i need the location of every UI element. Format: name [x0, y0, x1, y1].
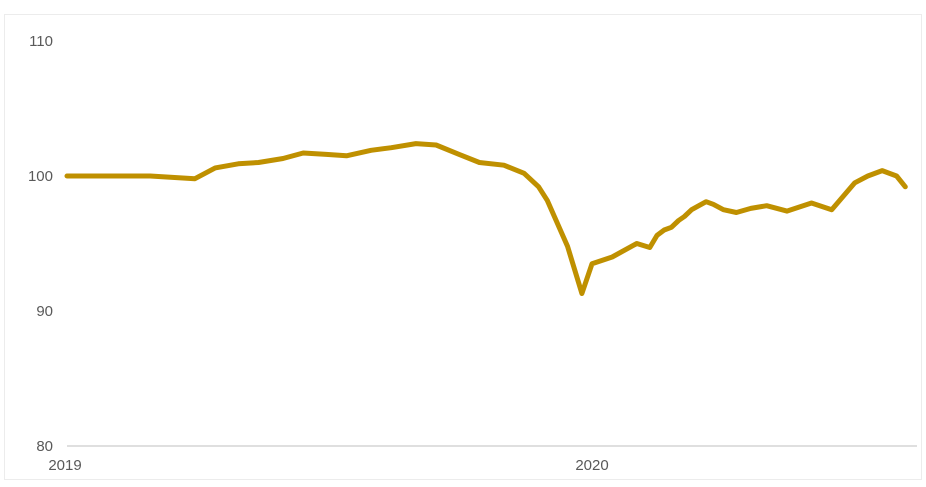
- chart-frame: 110 100 90 80 2019 2020: [4, 14, 922, 480]
- x-tick-label: 2020: [575, 457, 608, 474]
- series-layer: [64, 141, 908, 296]
- y-tick-label: 80: [36, 438, 53, 455]
- x-tick-label: 2019: [48, 457, 81, 474]
- y-axis-ticks: 110 100 90 80: [28, 33, 53, 455]
- y-tick-label: 100: [28, 168, 53, 185]
- line-chart: 110 100 90 80 2019 2020: [28, 33, 917, 474]
- series-line-0: [64, 141, 908, 296]
- x-axis-ticks: 2019 2020: [48, 457, 608, 474]
- y-tick-label: 110: [29, 33, 53, 50]
- y-tick-label: 90: [36, 303, 53, 320]
